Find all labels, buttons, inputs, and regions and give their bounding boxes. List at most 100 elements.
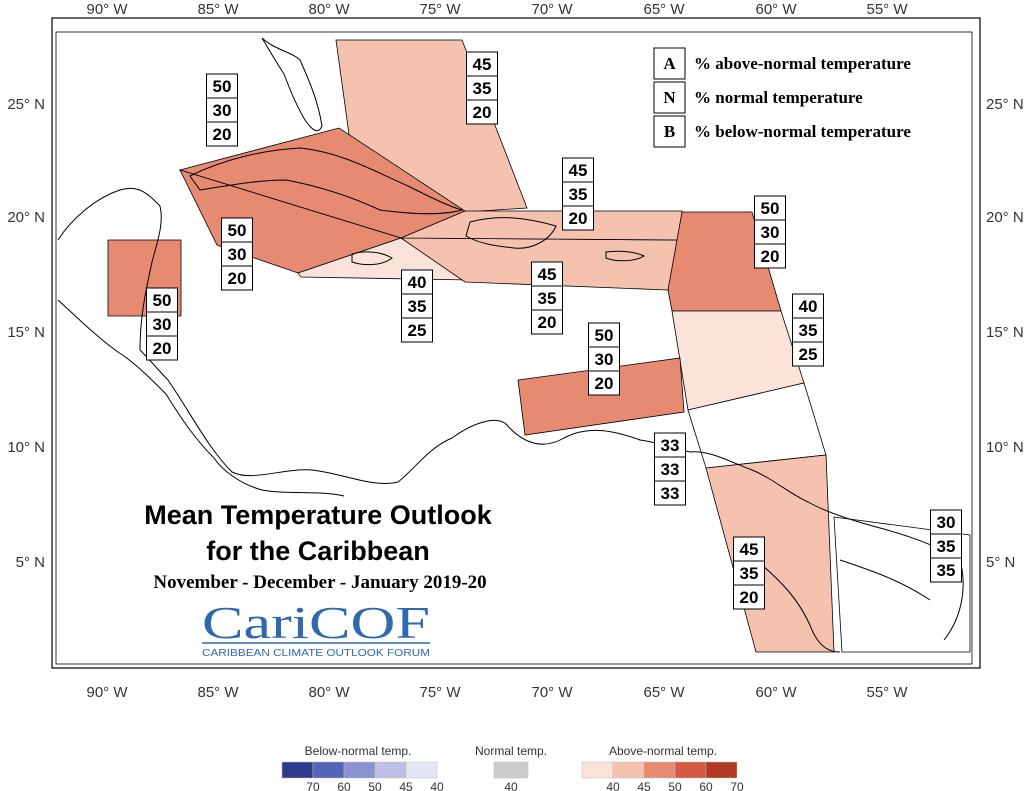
lat-axis-left: 25° N 20° N 15° N 10° N 5° N — [7, 96, 45, 571]
colorbar: Below-normal temp. Normal temp. Above-no… — [281, 744, 744, 791]
prob-value-N: 35 — [473, 79, 492, 98]
prob-cell — [733, 584, 765, 610]
jamaica-coast — [351, 251, 393, 266]
map-frame — [51, 17, 981, 669]
legend-letter: B — [664, 122, 675, 141]
prob-cell — [401, 317, 433, 343]
legend-letter-box — [653, 81, 686, 114]
prob-value-A: 45 — [538, 265, 557, 284]
prob-cell — [654, 432, 686, 458]
legend-letter: A — [663, 54, 676, 73]
lat-tick-right: 10° N — [986, 439, 1024, 456]
suriname-interior — [839, 559, 931, 601]
prob-cell — [930, 557, 962, 583]
lat-tick-left: 10° N — [7, 439, 45, 456]
prob-value-B: 20 — [153, 339, 172, 358]
prob-cell — [531, 309, 563, 335]
lon-tick-bottom: 60° W — [755, 684, 797, 701]
prob-box-suriname: 30 35 35 — [930, 509, 962, 583]
lon-tick-bottom: 70° W — [531, 684, 573, 701]
prob-cell — [792, 341, 824, 367]
prob-cell — [146, 335, 178, 361]
prob-cell — [466, 75, 498, 101]
colorbar-above-title: Above-normal temp. — [609, 744, 717, 758]
legend-text: % normal temperature — [694, 88, 863, 107]
prob-value-A: 50 — [153, 291, 172, 310]
probability-boxes: 45 35 20 50 30 20 50 30 20 50 30 20 40 35 25 45 35 20 45 35… — [146, 51, 962, 610]
prob-cell — [466, 99, 498, 125]
prob-cell — [930, 533, 962, 559]
lon-tick-top: 65° W — [643, 1, 685, 18]
lat-tick-left: 5° N — [16, 554, 45, 571]
lon-axis-top: 90° W 85° W 80° W 75° W 70° W 65° W 60° … — [86, 1, 908, 18]
prob-cell — [754, 243, 786, 269]
prob-value-N: 35 — [538, 289, 557, 308]
prob-cell — [562, 205, 594, 231]
prob-value-A: 50 — [228, 221, 247, 240]
colorbar-swatch — [281, 761, 314, 779]
prob-value-A: 50 — [213, 77, 232, 96]
prob-box-belize: 50 30 20 — [146, 287, 178, 361]
lon-tick-bottom: 65° W — [643, 684, 685, 701]
prob-value-N: 35 — [937, 537, 956, 556]
prob-value-B: 20 — [569, 209, 588, 228]
title-line-2: for the Caribbean — [206, 536, 430, 566]
prob-cell — [654, 480, 686, 506]
lon-tick-top: 70° W — [531, 1, 573, 18]
colorbar-swatch — [612, 761, 645, 779]
prob-cell — [221, 217, 253, 243]
prob-cell — [466, 51, 498, 77]
prob-value-N: 30 — [213, 101, 232, 120]
abn-legend: A N B % above-normal temperature % norma… — [653, 47, 911, 148]
prob-value-N: 30 — [228, 245, 247, 264]
prob-cell — [206, 73, 238, 99]
colorbar-tick: 50 — [368, 780, 382, 791]
title-block: Mean Temperature Outlook for the Caribbe… — [144, 500, 493, 593]
prob-cell — [401, 293, 433, 319]
colorbar-swatch — [705, 761, 738, 779]
prob-box-turks-caicos: 45 35 20 — [562, 157, 594, 231]
lon-tick-bottom: 75° W — [419, 684, 461, 701]
lon-tick-top: 75° W — [419, 1, 461, 18]
colorbar-swatch — [343, 761, 376, 779]
caricof-logo: CariCOF CARIBBEAN CLIMATE OUTLOOK FORUM — [202, 597, 430, 659]
prob-value-B: 20 — [595, 374, 614, 393]
forecast-regions — [107, 39, 971, 653]
colorbar-below-swatches: 70 60 50 45 40 — [281, 761, 444, 791]
prob-box-windward: 40 35 25 — [792, 293, 824, 367]
prob-value-B: 20 — [538, 313, 557, 332]
colorbar-swatch — [643, 761, 676, 779]
prob-value-A: 45 — [740, 540, 759, 559]
prob-value-N: 35 — [799, 321, 818, 340]
prob-box-cayman: 50 30 20 — [221, 217, 253, 291]
map-inner-border — [55, 31, 973, 665]
prob-value-A: 33 — [661, 436, 680, 455]
prob-box-leeward: 50 30 20 — [754, 195, 786, 269]
colorbar-tick: 40 — [504, 780, 518, 791]
legend-text: % above-normal temperature — [694, 54, 911, 73]
title-line-1: Mean Temperature Outlook — [144, 500, 493, 530]
colorbar-swatch — [674, 761, 707, 779]
colorbar-above-swatches: 40 45 50 60 70 — [581, 761, 744, 791]
region-abc-islands[interactable] — [517, 357, 685, 436]
prob-box-bahamas: 45 35 20 — [466, 51, 498, 125]
prob-cell — [733, 536, 765, 562]
logo-subtitle: CARIBBEAN CLIMATE OUTLOOK FORUM — [202, 647, 430, 659]
lon-tick-top: 85° W — [197, 1, 239, 18]
prob-value-B: 20 — [740, 588, 759, 607]
prob-value-N: 35 — [569, 185, 588, 204]
prob-value-N: 35 — [740, 564, 759, 583]
prob-cell — [146, 311, 178, 337]
colorbar-tick: 50 — [668, 780, 682, 791]
lat-tick-right: 20° N — [986, 209, 1024, 226]
prob-value-A: 30 — [937, 513, 956, 532]
region-guyana[interactable] — [705, 454, 835, 653]
prob-value-B: 35 — [937, 561, 956, 580]
prob-value-N: 33 — [661, 460, 680, 479]
prob-box-abc: 50 30 20 — [588, 322, 620, 396]
south-america-coast — [689, 451, 964, 641]
prob-box-jamaica: 40 35 25 — [401, 269, 433, 343]
legend-text: % below-normal temperature — [694, 122, 911, 141]
prob-cell — [588, 370, 620, 396]
